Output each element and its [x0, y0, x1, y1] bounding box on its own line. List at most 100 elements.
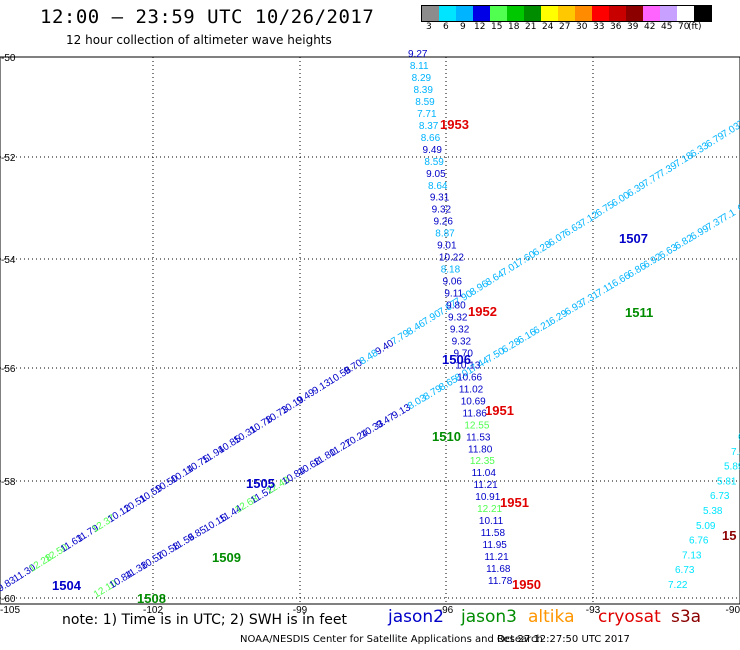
pass-label: 1950: [512, 577, 541, 592]
longitude-label: -96: [439, 605, 454, 616]
pass-label: 1951: [500, 495, 529, 510]
legend-swatch: [490, 6, 507, 21]
swh-value: 8.64: [428, 181, 448, 192]
legend-label: 30: [576, 22, 588, 32]
swh-value: 7.5: [736, 114, 740, 131]
legend-label: 18: [508, 22, 520, 32]
pass-label: 1507: [619, 231, 648, 246]
legend-label: 3: [426, 22, 432, 32]
swh-value: 11.68: [486, 564, 511, 575]
swh-value: 11.04: [472, 468, 497, 479]
legend-swatch: [473, 6, 490, 21]
pass-label: 1506: [442, 352, 471, 367]
legend-swatch: [541, 6, 558, 21]
pass-label: 1509: [212, 550, 241, 565]
swh-value: 9.32: [450, 324, 470, 335]
swh-value: 8.87: [435, 229, 455, 240]
swh-value: 11.02: [459, 384, 484, 395]
swh-value: 8.66: [421, 133, 441, 144]
legend-swatch: [558, 6, 575, 21]
swh-value: 10.66: [457, 372, 482, 383]
swh-value: 9.32: [452, 336, 472, 347]
legend-label: 45: [661, 22, 673, 32]
swh-value: 7.13: [682, 550, 702, 561]
footer-note: note: 1) Time is in UTC; 2) SWH is in fe…: [62, 612, 348, 628]
swh-value: 9.49: [423, 145, 443, 156]
satellite-name: cryosat: [598, 607, 661, 627]
swh-value: 6.76: [689, 536, 709, 547]
longitude-label: -105: [0, 605, 20, 616]
swh-value: 9.27: [408, 49, 428, 60]
swh-value: 6.9: [736, 198, 740, 215]
satellite-name: s3a: [671, 607, 702, 627]
swh-value: 6: [738, 432, 740, 443]
legend-label: 24: [542, 22, 554, 32]
swh-value: 10.91: [475, 492, 500, 503]
graticule: [0, 56, 740, 604]
longitude-label: -99: [293, 605, 308, 616]
swh-value: 11.86: [463, 408, 488, 419]
swh-value: 8.39: [413, 85, 433, 96]
legend-swatch: [694, 6, 711, 21]
swh-value: 7.71: [417, 109, 437, 120]
swh-value: 8.37: [419, 121, 439, 132]
satellite-name: jason2: [388, 607, 444, 627]
pass-label: 1508: [137, 591, 166, 606]
swh-value: 12.21: [477, 504, 502, 515]
legend-label: 42: [644, 22, 656, 32]
swh-value: 8.11: [410, 61, 429, 72]
map-subtitle: 12 hour collection of altimeter wave hei…: [66, 33, 332, 47]
legend-label: 39: [627, 22, 639, 32]
legend-label: 36: [610, 22, 622, 32]
swh-value: 7.22: [668, 580, 688, 591]
longitude-label: -93: [586, 605, 601, 616]
swh-value: 12.55: [464, 420, 489, 431]
credit-line: NOAA/NESDIS Center for Satellite Applica…: [240, 634, 543, 645]
swh-value: 8.29: [412, 73, 432, 84]
legend-label: 15: [491, 22, 503, 32]
swh-value: 11.21: [484, 552, 509, 563]
map-frame: [0, 56, 740, 605]
swh-value: 11.95: [483, 540, 508, 551]
swh-value: 9.01: [437, 241, 457, 252]
swh-value: 11.58: [481, 528, 506, 539]
swh-value: 8.59: [415, 97, 435, 108]
swh-value: 9.32: [448, 313, 468, 324]
legend-swatch: [677, 6, 694, 21]
latitude-label: -60: [1, 594, 16, 605]
legend-swatch: [439, 6, 456, 21]
swh-value: 10.13: [455, 360, 480, 371]
axis-labels: -50 -52 -54 -56 -58 -60-105 -102 -99 -96 -93 -90: [0, 53, 740, 616]
pass-labels: 1953 1507 1952 1511 1506 1951 1510 1505 1951 1509…: [52, 117, 736, 606]
pass-label: 1953: [440, 117, 469, 132]
legend-label: 33: [593, 22, 605, 32]
swh-value: 11.53: [466, 432, 491, 443]
legend-label: 21: [525, 22, 537, 32]
latitude-label: -52: [1, 153, 16, 164]
swh-value: 5.38: [703, 506, 723, 517]
legend-swatch: [592, 6, 609, 21]
pass-label: 1504: [52, 578, 82, 593]
swh-value: 9.32: [432, 205, 452, 216]
swh-value: 11.78: [488, 576, 513, 587]
latitude-label: -56: [1, 364, 16, 375]
pass-label: 1952: [468, 304, 497, 319]
legend-swatch: [456, 6, 473, 21]
swh-value: 6.73: [675, 565, 695, 576]
legend-label: 70: [678, 22, 690, 32]
satellite-name: altika: [528, 607, 575, 627]
legend-label: 9: [460, 22, 466, 32]
legend-swatch: [643, 6, 660, 21]
swh-value: 10.69: [461, 396, 486, 407]
swh-value: 6.73: [710, 491, 730, 502]
swh-value: 9.26: [433, 217, 453, 228]
latitude-label: -50: [1, 53, 16, 64]
satellite-tracks: 9.8311.3012.2812.5011.6311.7912.3710.121…: [0, 49, 740, 601]
legend-swatch: [507, 6, 524, 21]
latitude-label: -58: [1, 477, 16, 488]
swh-value: 12.35: [470, 456, 495, 467]
legend-unit: (ft): [688, 22, 702, 32]
map-title: 12:00 – 23:59 UTC 10/26/2017: [40, 6, 375, 28]
swh-value: 8.18: [441, 265, 461, 276]
satellite-name: jason3: [461, 607, 517, 627]
